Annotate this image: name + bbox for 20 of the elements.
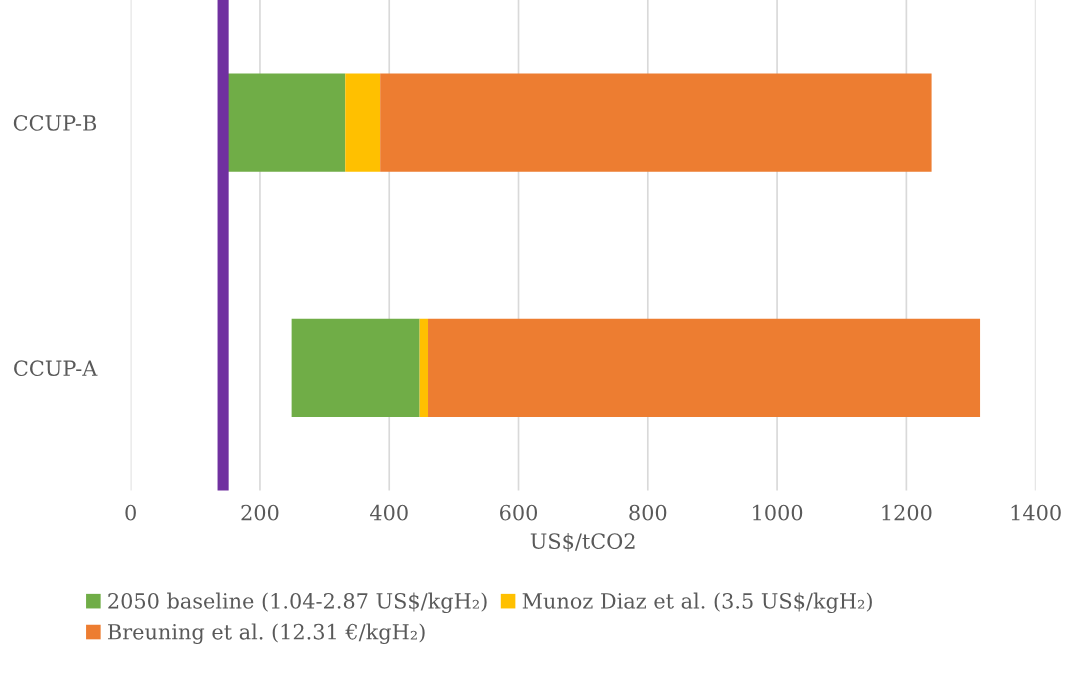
bar bbox=[226, 73, 346, 172]
x-tick-label: 1000 bbox=[753, 504, 803, 521]
x-tick-label: 600 bbox=[500, 504, 538, 521]
x-tick-label: 200 bbox=[241, 504, 279, 521]
y-tick-label: CCUP-B bbox=[13, 115, 97, 131]
bar bbox=[419, 318, 429, 417]
bar bbox=[291, 318, 420, 417]
x-tick-label: 1400 bbox=[1011, 504, 1061, 521]
legend-label: 2050 baseline (1.04-2.87 US$/kgH₂) bbox=[108, 592, 487, 614]
y-tick-label: CCUP-A bbox=[14, 360, 98, 377]
x-tick-label: 0 bbox=[125, 504, 136, 521]
legend-label: Munoz Diaz et al. (3.5 US$/kgH₂) bbox=[522, 592, 872, 614]
bar bbox=[345, 73, 381, 172]
bar bbox=[428, 318, 981, 417]
x-axis-title: US$/tCO2 bbox=[530, 532, 635, 552]
x-tick-label: 800 bbox=[629, 504, 667, 521]
x-tick-label: 400 bbox=[369, 504, 408, 521]
bar bbox=[380, 73, 932, 172]
x-tick-label: 1200 bbox=[882, 504, 932, 521]
legend-label: Breuning et al. (12.31 €/kgH₂) bbox=[108, 623, 425, 644]
